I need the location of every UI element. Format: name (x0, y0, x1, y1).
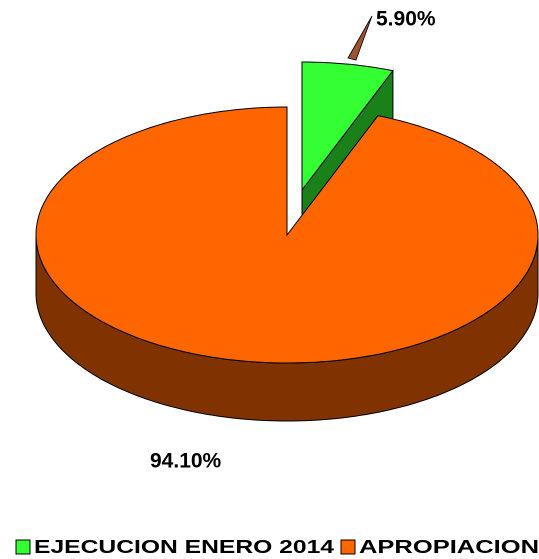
slice (301, 61, 394, 192)
data-label: 94.10% (150, 450, 222, 473)
legend-label: APROPIACION (359, 537, 539, 557)
labels: 5.90% 94.10% (150, 8, 436, 473)
leader-line (347, 15, 373, 61)
pie (35, 61, 539, 422)
legend-swatch (340, 539, 356, 555)
legend-swatch (15, 539, 31, 555)
slice (35, 106, 539, 364)
data-label: 5.90% (376, 8, 436, 31)
legend-label: EJECUCION ENERO 2014 (34, 537, 334, 557)
legend: EJECUCION ENERO 2014 APROPIACION (15, 537, 539, 557)
